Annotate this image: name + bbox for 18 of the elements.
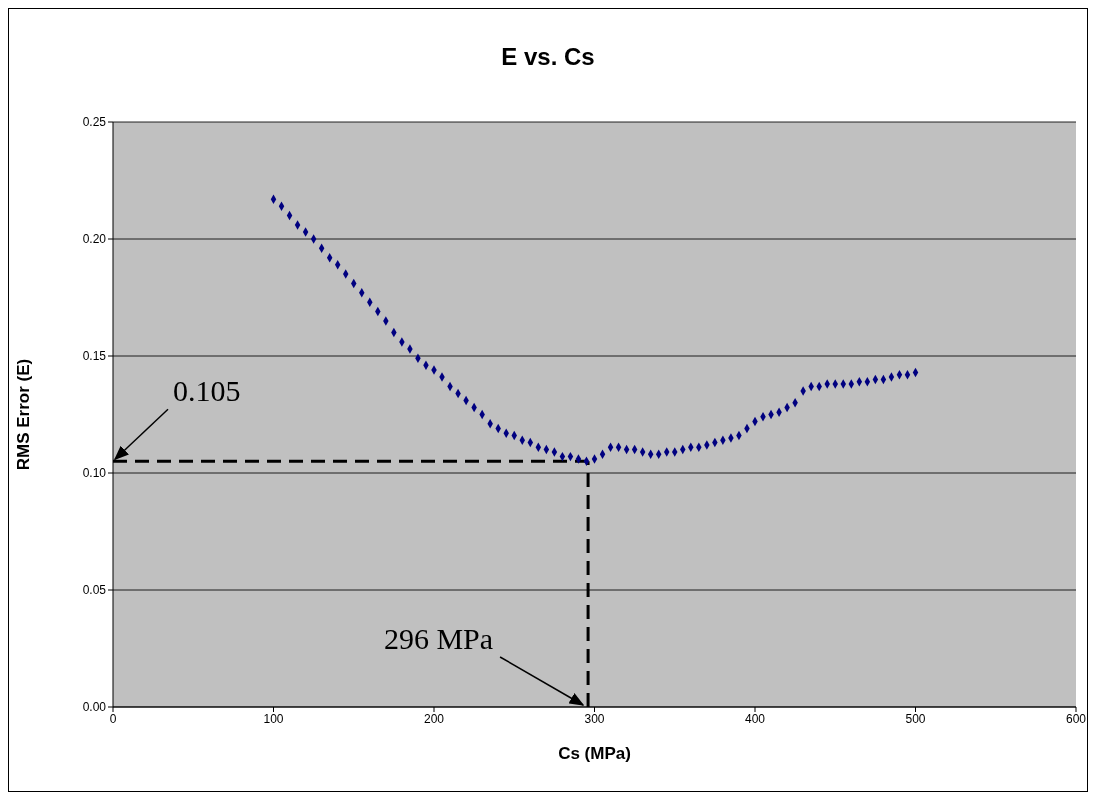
x-tick-label: 300 [584, 711, 605, 726]
y-tick-label: 0.15 [82, 349, 107, 364]
y-tick-label: 0.10 [82, 466, 107, 481]
annotation: 0.105 [173, 374, 241, 408]
annotation: 296 MPa [383, 622, 494, 655]
chart-title: E vs. Cs [500, 43, 596, 71]
x-tick-label: 0 [109, 711, 117, 726]
y-tick-label: 0.00 [82, 700, 107, 715]
y-tick-label: 0.20 [82, 232, 107, 247]
y-tick-label: 0.05 [82, 583, 107, 598]
x-axis-title: Cs (MPa) [558, 744, 631, 763]
x-tick-label: 200 [423, 711, 445, 726]
x-tick-label: 100 [263, 711, 284, 726]
x-tick-label: 400 [744, 711, 766, 726]
y-tick-label: 0.25 [82, 115, 107, 130]
x-tick-label: 600 [1065, 711, 1087, 726]
x-tick-label: 500 [905, 711, 926, 726]
y-axis-title: RMS Error (E) [14, 358, 34, 471]
